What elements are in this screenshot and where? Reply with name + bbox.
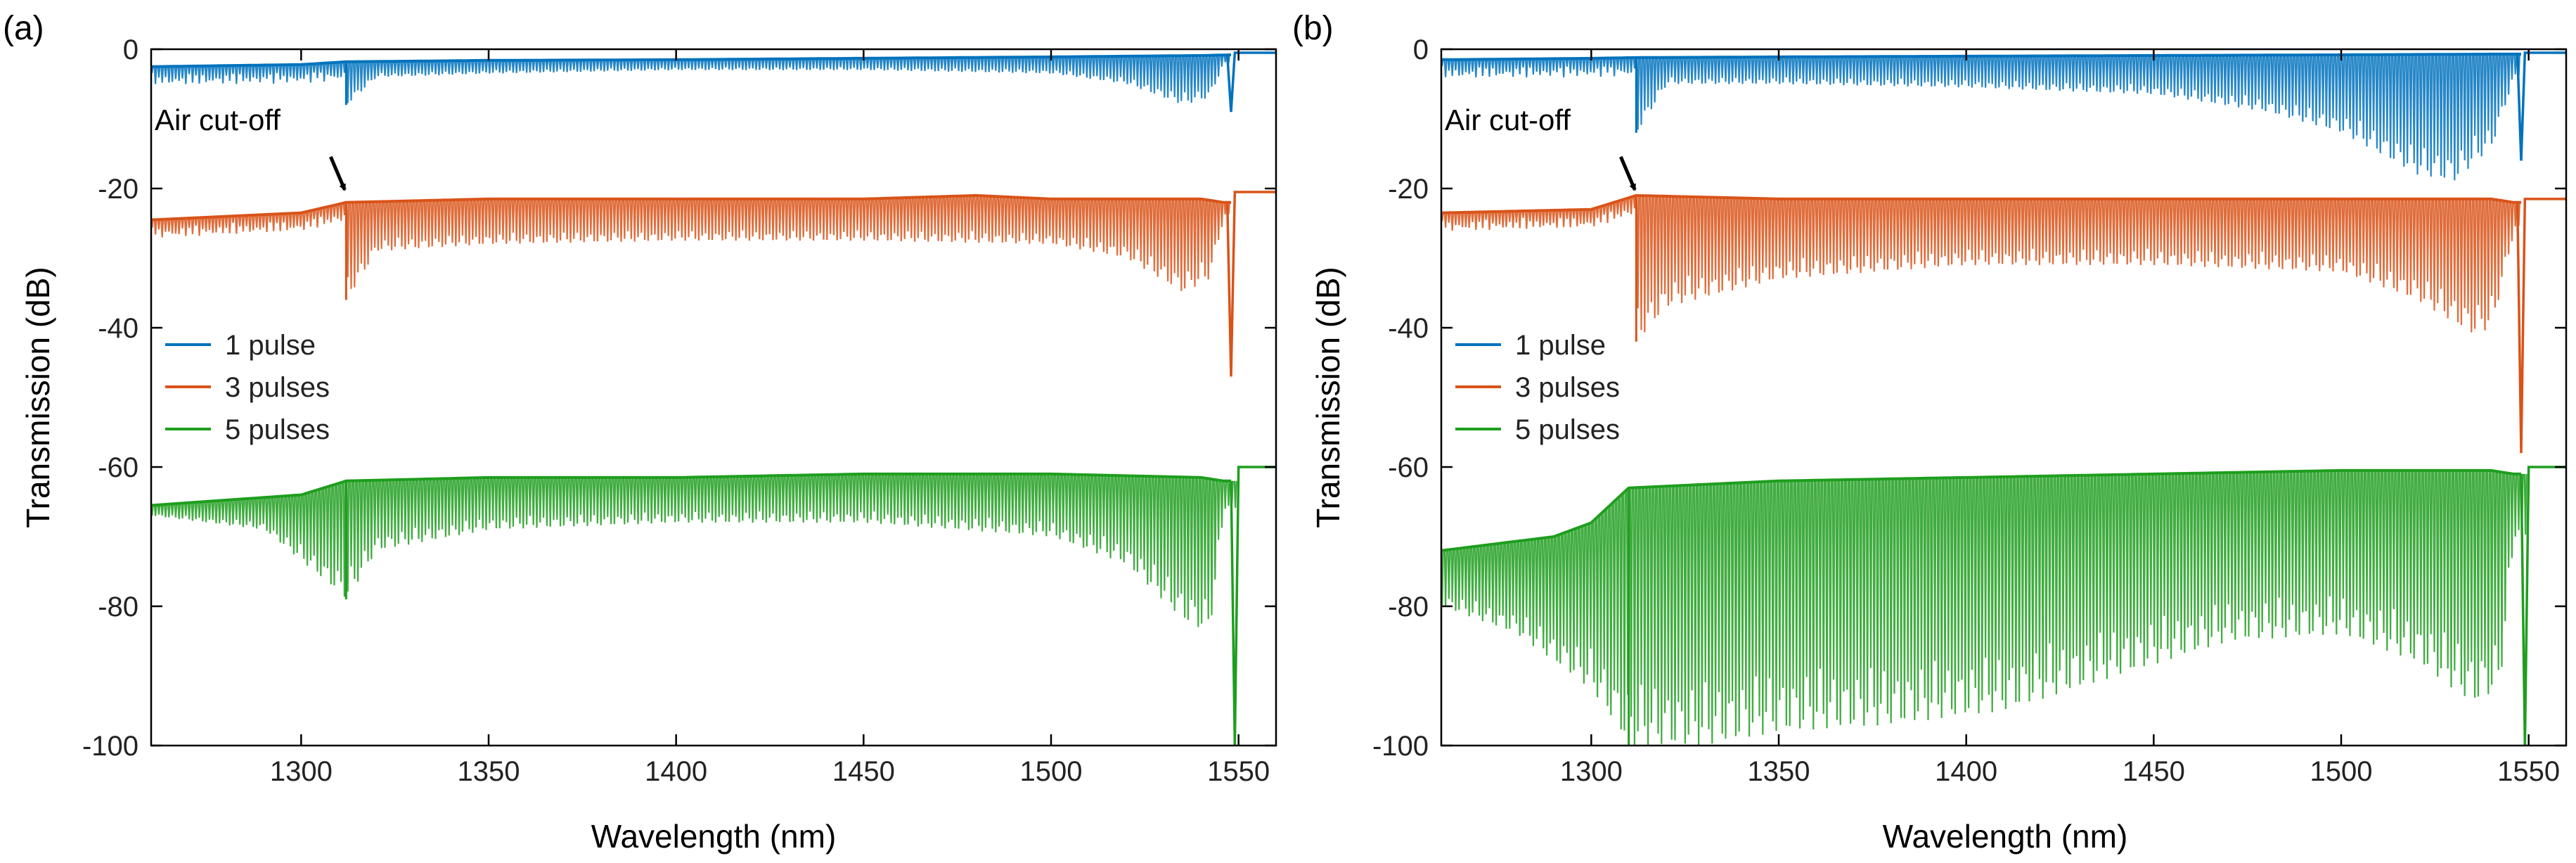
y-tick-label: 0 bbox=[123, 34, 139, 65]
x-tick-label: 1500 bbox=[1020, 756, 1083, 787]
panel-label-b: (b) bbox=[1292, 10, 1334, 47]
y-tick-label: -20 bbox=[1388, 174, 1429, 205]
series-edge bbox=[2516, 198, 2566, 454]
series-dips-1-pulse bbox=[151, 54, 1230, 103]
x-tick-label: 1450 bbox=[2123, 756, 2185, 787]
x-tick-label: 1550 bbox=[1207, 756, 1270, 787]
panel-a: (a) 1300 1350 1400 1450 1500 1550 0 -20 -40 -60 -8… bbox=[3, 10, 1277, 855]
plot-area-a bbox=[151, 51, 1276, 746]
x-tick-label: 1350 bbox=[458, 756, 520, 787]
series-edge bbox=[2516, 51, 2566, 161]
annotation-arrow bbox=[1619, 155, 1637, 191]
legend-entry: 5 pulses bbox=[1515, 414, 1620, 445]
y-tick-label: -80 bbox=[98, 592, 139, 622]
series-1-pulse bbox=[151, 51, 1276, 113]
panel-label-a: (a) bbox=[3, 10, 44, 47]
series-edge bbox=[2520, 466, 2566, 746]
y-tick-label: -60 bbox=[1388, 452, 1429, 483]
series-line-5-pulses bbox=[151, 472, 1231, 507]
y-tick-label: -20 bbox=[98, 174, 139, 205]
series-3-pulses bbox=[151, 191, 1276, 377]
series-dips-5-pulses bbox=[1441, 470, 2527, 746]
legend-entry: 3 pulses bbox=[1515, 372, 1620, 403]
x-axis-label: Wavelength (nm) bbox=[1883, 818, 2128, 855]
series-5-pulses bbox=[1441, 466, 2566, 746]
y-tick-label: -100 bbox=[1372, 731, 1429, 762]
series-5-pulses bbox=[151, 466, 1276, 746]
y-axis-label: Transmission (dB) bbox=[1310, 267, 1346, 528]
axes-frame bbox=[1440, 48, 2568, 747]
x-tick-label: 1550 bbox=[2497, 756, 2560, 787]
panel-b: (b) 1300 1350 1400 1450 1500 1550 0 -20 -40 -60 -8… bbox=[1292, 10, 2568, 855]
series-line-3-pulses bbox=[1441, 193, 2521, 215]
series-dips-5-pulses bbox=[151, 473, 1237, 627]
plot-area-b bbox=[1441, 51, 2566, 746]
annotation-air-cutoff: Air cut-off bbox=[155, 103, 347, 191]
series-dips-1-pulse bbox=[1441, 53, 2520, 181]
legend-entry: 5 pulses bbox=[225, 414, 330, 445]
x-tick-label: 1400 bbox=[1935, 756, 1997, 787]
legend-entry: 3 pulses bbox=[225, 372, 330, 403]
y-tick-label: -80 bbox=[1388, 592, 1429, 622]
series-line-3-pulses bbox=[151, 193, 1231, 222]
y-tick-label: -100 bbox=[82, 731, 139, 762]
annotation-text: Air cut-off bbox=[155, 103, 281, 136]
axes-a: 1300 1350 1400 1450 1500 1550 0 -20 -40 -60 -80 -10… bbox=[82, 34, 1277, 787]
series-edge bbox=[1225, 51, 1276, 113]
series-dips-3-pulses bbox=[151, 195, 1230, 291]
y-tick-label: -60 bbox=[98, 452, 139, 483]
y-tick-label: 0 bbox=[1413, 34, 1429, 65]
y-axis-label: Transmission (dB) bbox=[20, 267, 56, 528]
axes-b: 1300 1350 1400 1450 1500 1550 0 -20 -40 -60 -80 -10… bbox=[1372, 34, 2568, 787]
x-tick-label: 1350 bbox=[1748, 756, 1810, 787]
y-tick-label: -40 bbox=[98, 313, 139, 344]
x-axis-label: Wavelength (nm) bbox=[591, 818, 837, 855]
annotation-arrow bbox=[329, 155, 347, 191]
legend: 1 pulse 3 pulses 5 pulses bbox=[1455, 330, 1620, 445]
annotation-air-cutoff: Air cut-off bbox=[1445, 103, 1637, 191]
legend-entry: 1 pulse bbox=[225, 330, 316, 361]
series-1-pulse bbox=[1441, 51, 2566, 181]
series-edge bbox=[1230, 466, 1276, 746]
legend: 1 pulse 3 pulses 5 pulses bbox=[165, 330, 330, 445]
x-tick-label: 1400 bbox=[645, 756, 707, 787]
y-tick-label: -40 bbox=[1388, 313, 1429, 344]
axes-frame bbox=[150, 48, 1277, 747]
series-edge bbox=[1225, 191, 1276, 377]
legend-entry: 1 pulse bbox=[1515, 330, 1606, 361]
x-tick-label: 1300 bbox=[270, 756, 333, 787]
x-tick-label: 1500 bbox=[2310, 756, 2373, 787]
annotation-text: Air cut-off bbox=[1445, 103, 1571, 136]
x-tick-label: 1450 bbox=[832, 756, 895, 787]
series-dips-3-pulses bbox=[1441, 195, 2520, 333]
series-line-5-pulses bbox=[1441, 468, 2521, 552]
x-tick-label: 1300 bbox=[1560, 756, 1623, 787]
series-3-pulses bbox=[1441, 193, 2566, 454]
